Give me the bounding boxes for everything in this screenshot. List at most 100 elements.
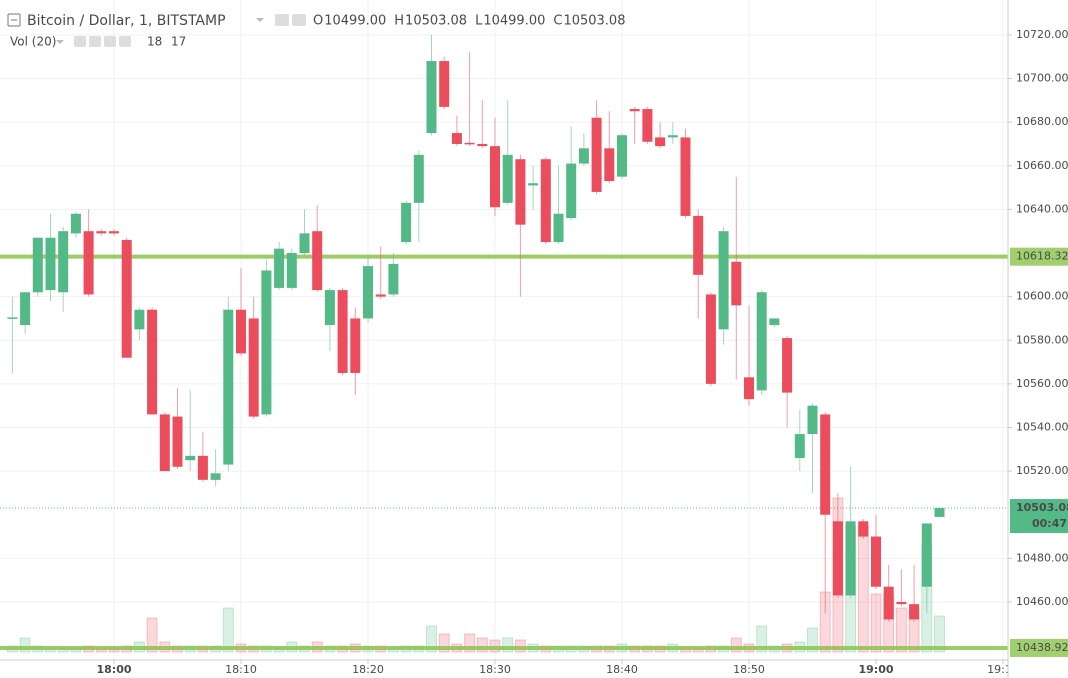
ohlc-label: H <box>394 14 404 29</box>
candle-body <box>147 309 158 415</box>
dropdown-arrow[interactable] <box>256 18 264 22</box>
y-tick-label: 10560.00 <box>1016 377 1068 390</box>
volume-bar <box>730 637 742 653</box>
level-label: 10438.92 <box>1016 641 1068 654</box>
candle-body <box>45 237 56 291</box>
countdown: 00:47 <box>1032 517 1067 530</box>
candle-body <box>134 309 145 330</box>
close-icon[interactable] <box>119 36 131 47</box>
candle-body <box>909 604 920 620</box>
candle-body <box>439 61 450 107</box>
candle-body <box>502 154 513 203</box>
volume-title: Vol (20) <box>10 35 56 49</box>
x-axis: 18:00 18:10 18:20 18:30 18:40 18:50 19:00 19:10 <box>0 659 1019 678</box>
candle-body <box>858 521 869 537</box>
y-tick-label: 10700.00 <box>1016 72 1068 85</box>
candle-body <box>731 261 742 306</box>
candle-body <box>96 231 107 234</box>
volume-bar <box>857 525 869 653</box>
candle-body <box>883 586 894 620</box>
volume-ma-value: 17 <box>171 35 186 49</box>
candle-body <box>578 148 589 164</box>
candle-body <box>337 290 348 373</box>
volume-bar <box>438 633 450 653</box>
candle-body <box>261 270 272 415</box>
candle-body <box>553 213 564 243</box>
volume-bar <box>426 625 437 653</box>
candle-body <box>540 159 551 243</box>
candle-body <box>172 416 183 467</box>
y-tick-label: 10460.00 <box>1016 595 1068 608</box>
candle-body <box>693 215 704 275</box>
candle-body <box>223 309 234 465</box>
y-tick-label: 10640.00 <box>1016 202 1068 215</box>
candle-body <box>794 434 805 459</box>
candle-body <box>197 455 208 480</box>
volume-bar <box>502 637 514 653</box>
candle-body <box>566 163 577 219</box>
volume-bar <box>222 607 234 653</box>
candle-body <box>350 318 361 373</box>
candle-body <box>426 61 437 134</box>
candle-body <box>515 159 526 225</box>
last-price-marker <box>1010 499 1068 534</box>
candle-body <box>312 231 323 291</box>
candle-body <box>83 231 94 295</box>
candle-body <box>7 317 18 319</box>
y-tick-label: 10540.00 <box>1016 420 1068 433</box>
y-tick-label: 10480.00 <box>1016 551 1068 564</box>
volume-bar <box>476 637 488 653</box>
level-marker <box>1010 638 1068 657</box>
candle-body <box>667 135 678 138</box>
level-label: 10618.32 <box>1016 250 1068 263</box>
settings-icon[interactable] <box>292 14 306 26</box>
x-tick-label: 18:20 <box>352 663 384 676</box>
candle-body <box>58 231 69 293</box>
candle-body <box>324 290 335 325</box>
candle-body <box>363 266 373 319</box>
y-tick-label: 10520.00 <box>1016 464 1068 477</box>
candle-body <box>617 135 627 177</box>
candle-body <box>705 294 716 384</box>
candle-body <box>680 137 691 216</box>
x-axis-bg <box>0 660 1008 678</box>
levels <box>0 254 1008 650</box>
volume-bar <box>870 593 882 653</box>
candle-body <box>477 143 488 147</box>
collapse-icon[interactable] <box>7 13 21 27</box>
y-tick-label: 10580.00 <box>1016 333 1068 346</box>
candle-body <box>629 109 640 112</box>
candle-body <box>286 253 297 288</box>
candle-body <box>70 213 81 234</box>
dropdown-arrow[interactable] <box>56 40 64 44</box>
candle-body <box>528 183 539 186</box>
candle-body <box>642 109 653 142</box>
candle-body <box>871 536 881 587</box>
volume-bar <box>19 637 31 653</box>
candle-body <box>934 508 945 517</box>
ohlc-value: 10499.00 <box>324 14 386 29</box>
candle-body <box>375 294 386 297</box>
candle-body <box>210 473 221 480</box>
candle-body <box>413 154 424 203</box>
volume-bar <box>464 633 476 653</box>
candle-body <box>718 231 729 330</box>
visibility-icon[interactable] <box>74 36 86 47</box>
volume-bar <box>895 607 907 653</box>
move-icon[interactable] <box>104 36 116 47</box>
candle-body <box>769 318 780 325</box>
volume-value: 18 <box>147 35 162 49</box>
chart-title: Bitcoin / Dollar, 1, BITSTAMP <box>27 13 226 29</box>
candle-body <box>32 237 43 293</box>
candle-body <box>185 455 196 461</box>
candle-body <box>464 142 475 145</box>
candle-body <box>655 137 666 147</box>
settings-icon[interactable] <box>89 36 101 47</box>
x-tick-label: 18:50 <box>733 663 765 676</box>
legend: Bitcoin / Dollar, 1, BITSTAMP Vol (20) 1… <box>7 13 625 49</box>
x-tick-label: 18:10 <box>225 663 257 676</box>
ohlc-label: O <box>313 14 323 29</box>
ohlc-label: C <box>553 14 562 29</box>
visibility-icon[interactable] <box>275 14 289 26</box>
